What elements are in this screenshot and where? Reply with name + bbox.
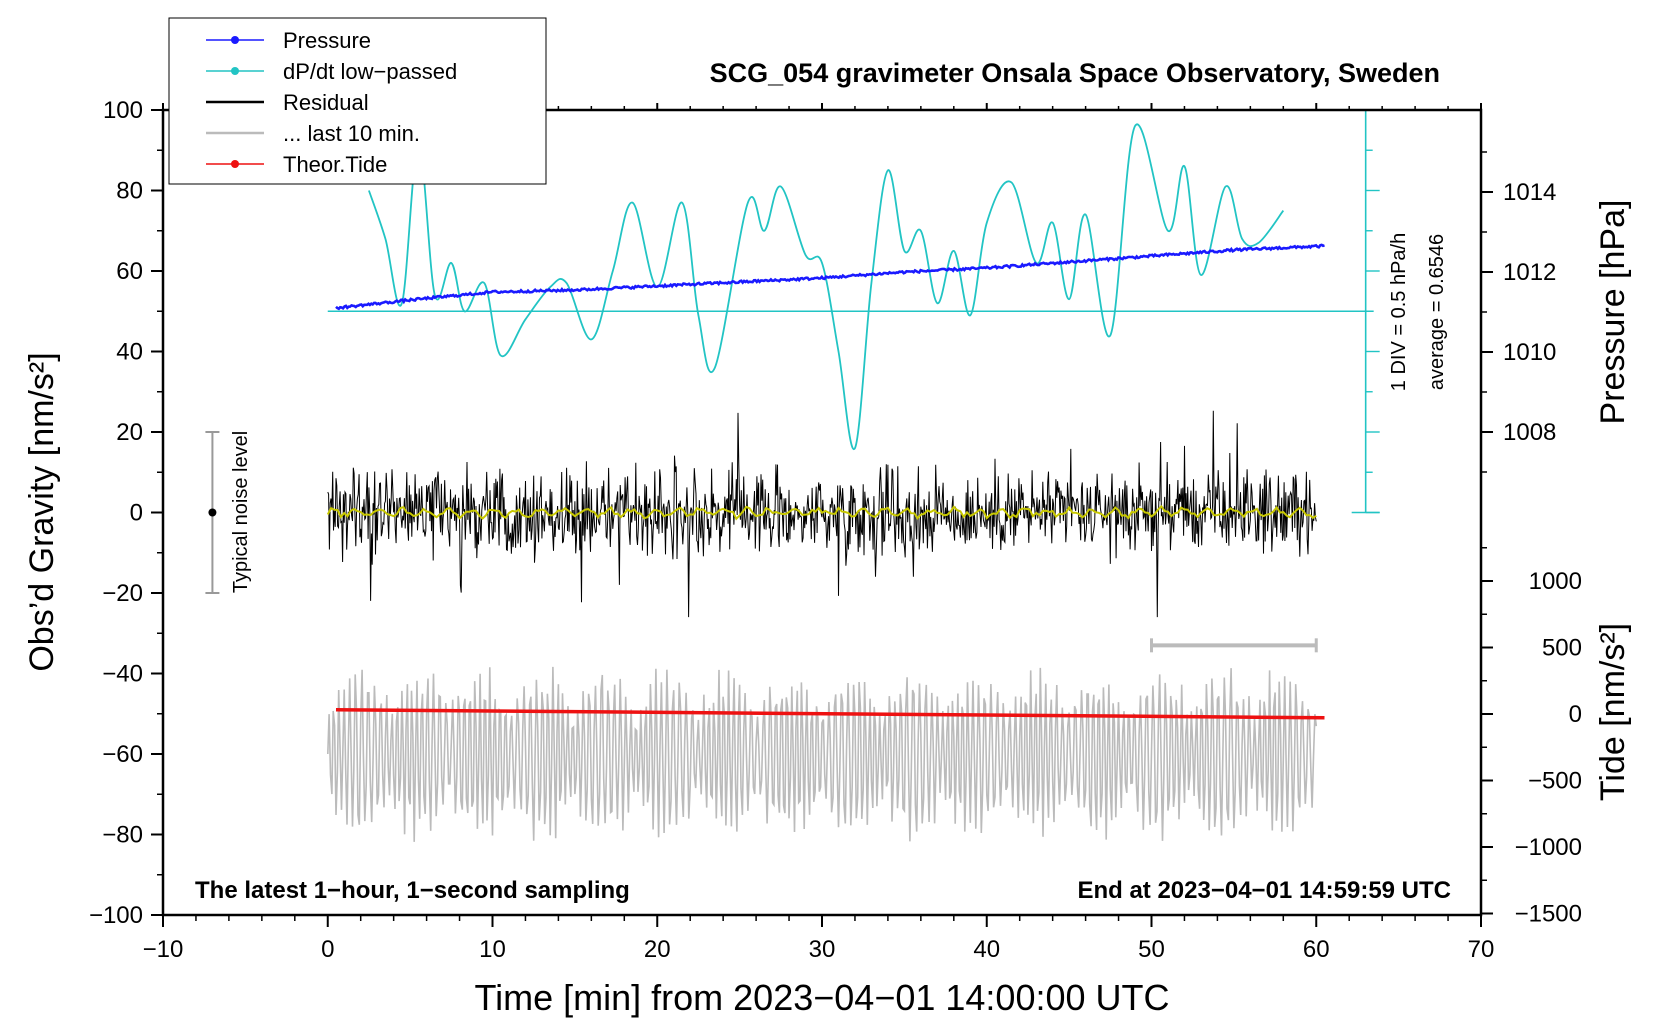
- dpdt-lowpassed-line: [368, 123, 1285, 451]
- x-tick-label: 40: [973, 936, 1000, 963]
- tide-axis-label: Tide [nm/s²]: [1594, 623, 1632, 801]
- chart-title: SCG_054 gravimeter Onsala Space Observat…: [710, 58, 1440, 88]
- x-tick-label: 0: [321, 936, 334, 963]
- x-tick-label: −10: [143, 936, 184, 963]
- pressure-tick-label: 1010: [1503, 339, 1556, 366]
- pressure-line: [335, 243, 1325, 311]
- tide-tick-label: 0: [1569, 701, 1582, 728]
- legend-item-theor-tide: Theor.Tide: [206, 152, 387, 177]
- tide-tick-label: −500: [1528, 768, 1582, 795]
- tide-tick-label: −1500: [1515, 901, 1582, 928]
- tide-overlay-line: [327, 666, 1318, 842]
- annotation-end-time: End at 2023−04−01 14:59:59 UTC: [1077, 877, 1451, 904]
- legend: Pressure dP/dt low−passed Residual ... l…: [168, 17, 547, 185]
- noise-level-dot: [208, 508, 217, 517]
- tide-tick-label: 500: [1542, 635, 1582, 662]
- y-tick-label: 100: [103, 97, 143, 124]
- dpdt-scale-label: 1 DIV = 0.5 hPa/h: [1388, 233, 1410, 391]
- y-axis-label-left: Obs’d Gravity [nm/s²]: [23, 352, 61, 671]
- y-tick-label: −80: [102, 822, 143, 849]
- x-tick-label: 30: [809, 936, 836, 963]
- pressure-tick-label: 1012: [1503, 259, 1556, 286]
- legend-item-dpdt: dP/dt low−passed: [206, 59, 457, 84]
- x-tick-label: 70: [1468, 936, 1495, 963]
- x-axis-label: Time [min] from 2023−04−01 14:00:00 UTC: [474, 977, 1169, 1018]
- y-tick-label: 0: [130, 500, 143, 527]
- tide-tick-label: 1000: [1529, 568, 1582, 595]
- legend-label-dpdt: dP/dt low−passed: [283, 59, 457, 84]
- legend-label-theor-tide: Theor.Tide: [283, 152, 387, 177]
- legend-marker-theor-tide: [231, 160, 239, 168]
- y-tick-label: 60: [116, 258, 143, 285]
- y-tick-label: −100: [89, 902, 143, 929]
- x-tick-label: 20: [644, 936, 671, 963]
- y-tick-label: 80: [116, 178, 143, 205]
- legend-marker-pressure: [231, 36, 239, 44]
- legend-label-last10: ... last 10 min.: [283, 121, 420, 146]
- x-tick-label: 60: [1303, 936, 1330, 963]
- dpdt-average-label: average = 0.6546: [1426, 234, 1448, 390]
- tide-tick-label: −1000: [1515, 834, 1582, 861]
- theor-tide-line: [335, 707, 1325, 720]
- y-tick-label: 20: [116, 419, 143, 446]
- legend-item-pressure: Pressure: [206, 28, 371, 53]
- legend-item-residual: Residual: [206, 90, 369, 115]
- y-tick-label: −20: [102, 580, 143, 607]
- residual-line: [327, 410, 1317, 618]
- pressure-axis-label: Pressure [hPa]: [1594, 200, 1632, 425]
- legend-marker-dpdt: [231, 67, 239, 75]
- noise-level-label: Typical noise level: [230, 431, 252, 593]
- pressure-tick-label: 1014: [1503, 179, 1556, 206]
- y-tick-label: −40: [102, 661, 143, 688]
- x-tick-label: 10: [479, 936, 506, 963]
- residual-smoothed-line: [326, 504, 1317, 521]
- legend-label-residual: Residual: [283, 90, 369, 115]
- x-tick-label: 50: [1138, 936, 1165, 963]
- legend-item-last10: ... last 10 min.: [206, 121, 420, 146]
- ticks-layer: −10 0 10 20 30 40 50 60 70100806040200−20−40−60−…: [89, 97, 1582, 963]
- y-tick-label: 40: [116, 339, 143, 366]
- legend-label-pressure: Pressure: [283, 28, 371, 53]
- y-tick-label: −60: [102, 741, 143, 768]
- annotation-sampling: The latest 1−hour, 1−second sampling: [195, 877, 630, 904]
- pressure-tick-label: 1008: [1503, 419, 1556, 446]
